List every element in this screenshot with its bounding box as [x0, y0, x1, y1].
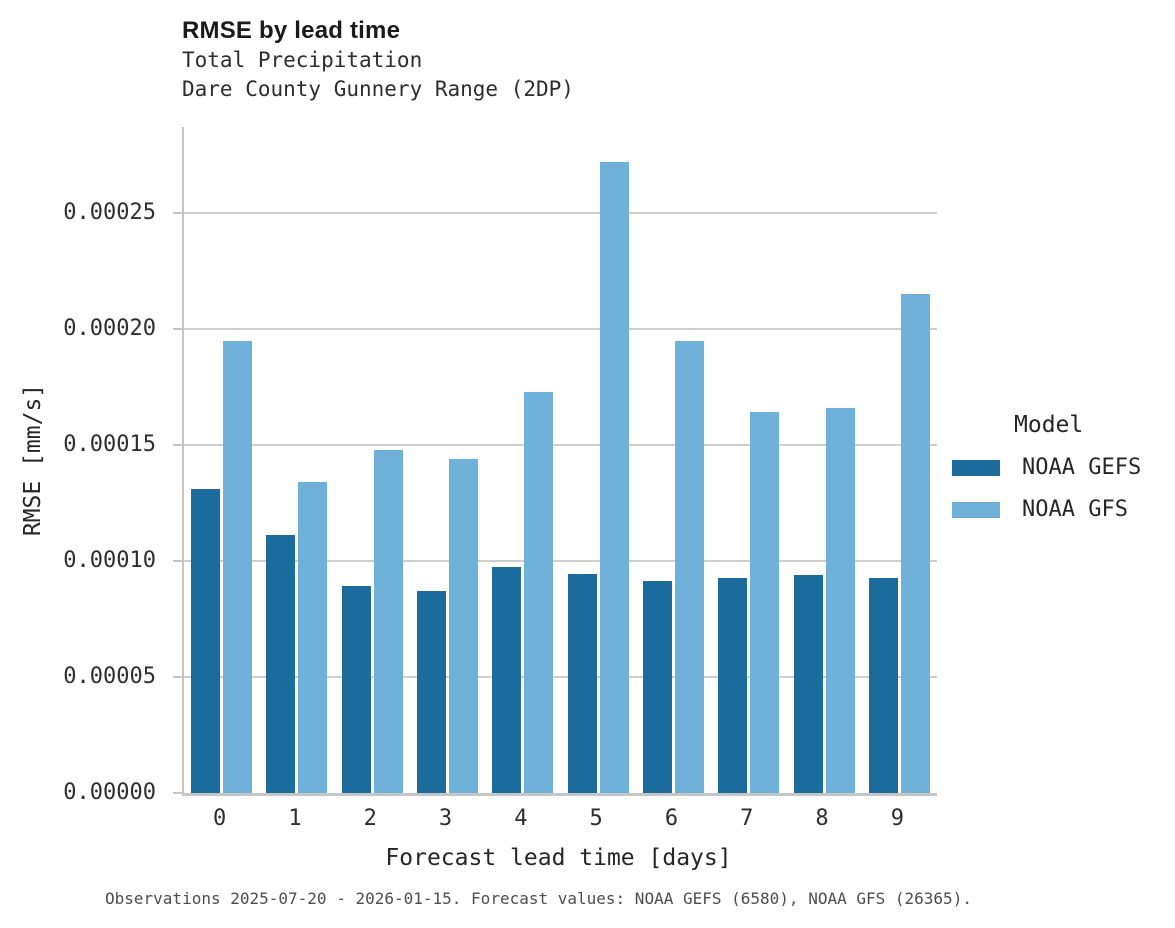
y-tick-label: 0.00025 [63, 199, 156, 225]
bar-noaa-gefs-lead-2 [341, 585, 371, 793]
gridline [184, 675, 937, 678]
y-tick-mark [173, 559, 182, 562]
bar-noaa-gefs-lead-1 [266, 535, 296, 793]
y-tick-mark [173, 792, 182, 794]
bar-group-lead-5 [561, 127, 636, 793]
bar-noaa-gefs-lead-9 [868, 578, 898, 793]
legend-swatch-noaa-gfs [952, 501, 1000, 518]
chart-subtitle-location: Dare County Gunnery Range (2DP) [182, 77, 574, 101]
gridline [184, 327, 937, 330]
bar-noaa-gefs-lead-5 [567, 573, 597, 793]
bar-noaa-gfs-lead-1 [298, 482, 328, 793]
legend-row-noaa-gefs: NOAA GEFS [952, 455, 1172, 480]
bar-group-lead-1 [259, 127, 334, 793]
bar-noaa-gfs-lead-2 [373, 449, 403, 793]
bar-group-lead-2 [335, 127, 410, 793]
bar-noaa-gfs-lead-3 [449, 458, 479, 793]
bar-noaa-gefs-lead-0 [191, 489, 221, 793]
bar-noaa-gfs-lead-5 [599, 161, 629, 793]
plot-area [182, 127, 937, 796]
bar-group-lead-0 [184, 127, 259, 793]
footer-caption: Observations 2025-07-20 - 2026-01-15. Fo… [105, 889, 972, 908]
legend: Model NOAA GEFS NOAA GFS [952, 412, 1172, 522]
x-tick-label: 6 [664, 806, 679, 831]
x-tick-label: 2 [363, 806, 377, 831]
y-tick-mark [173, 443, 182, 446]
bar-noaa-gefs-lead-6 [642, 581, 672, 793]
bar-noaa-gefs-lead-7 [718, 578, 748, 793]
bar-noaa-gfs-lead-9 [900, 294, 930, 793]
bar-noaa-gefs-lead-8 [793, 574, 823, 793]
bar-noaa-gfs-lead-7 [750, 412, 780, 793]
x-tick-label: 0 [213, 806, 227, 831]
gridline [184, 443, 937, 446]
y-tick-mark [173, 675, 182, 678]
y-tick-label: 0.00020 [63, 315, 156, 341]
chart-title: RMSE by lead time [182, 17, 401, 44]
y-axis-tick-labels: 0.00000 0.00005 0.00010 0.00015 0.00020 0.000… [0, 127, 156, 805]
x-tick-label: 1 [288, 806, 302, 831]
x-tick-label: 8 [815, 806, 829, 831]
bar-noaa-gfs-lead-4 [524, 391, 554, 793]
y-tick-label: 0.00000 [63, 780, 156, 805]
x-tick-label: 5 [589, 806, 603, 831]
y-tick-label: 0.00005 [63, 663, 156, 689]
chart-subtitle-variable: Total Precipitation [182, 48, 423, 72]
x-axis-tick-labels: 0 1 2 3 4 5 6 7 8 9 [182, 806, 935, 836]
legend-swatch-noaa-gefs [952, 459, 1000, 476]
bar-noaa-gfs-lead-6 [674, 340, 704, 793]
legend-row-noaa-gfs: NOAA GFS [952, 497, 1172, 522]
bar-group-lead-3 [410, 127, 485, 793]
x-tick-label: 3 [438, 806, 453, 831]
legend-title: Model [1014, 412, 1084, 438]
gridline [184, 559, 937, 562]
bar-noaa-gfs-lead-0 [223, 340, 253, 793]
legend-label: NOAA GFS [1022, 497, 1128, 522]
bar-group-lead-8 [786, 127, 861, 793]
gridline [184, 211, 937, 214]
x-tick-label: 9 [890, 806, 904, 831]
x-axis-title: Forecast lead time [days] [385, 845, 732, 871]
x-tick-label: 7 [740, 806, 754, 831]
bar-group-lead-4 [485, 127, 560, 793]
bar-noaa-gefs-lead-3 [417, 591, 447, 793]
bar-noaa-gefs-lead-4 [492, 566, 522, 793]
title-block: RMSE by lead time Total Precipitation Da… [182, 16, 574, 104]
y-tick-mark [173, 327, 182, 330]
legend-label: NOAA GEFS [1022, 455, 1142, 480]
y-tick-label: 0.00010 [63, 547, 156, 573]
bar-group-lead-6 [636, 127, 711, 793]
bar-noaa-gfs-lead-8 [825, 407, 855, 793]
bar-group-lead-7 [711, 127, 786, 793]
y-tick-mark [173, 211, 182, 214]
x-tick-label: 4 [514, 806, 528, 831]
y-tick-label: 0.00015 [63, 431, 156, 457]
bar-group-lead-9 [862, 127, 937, 793]
